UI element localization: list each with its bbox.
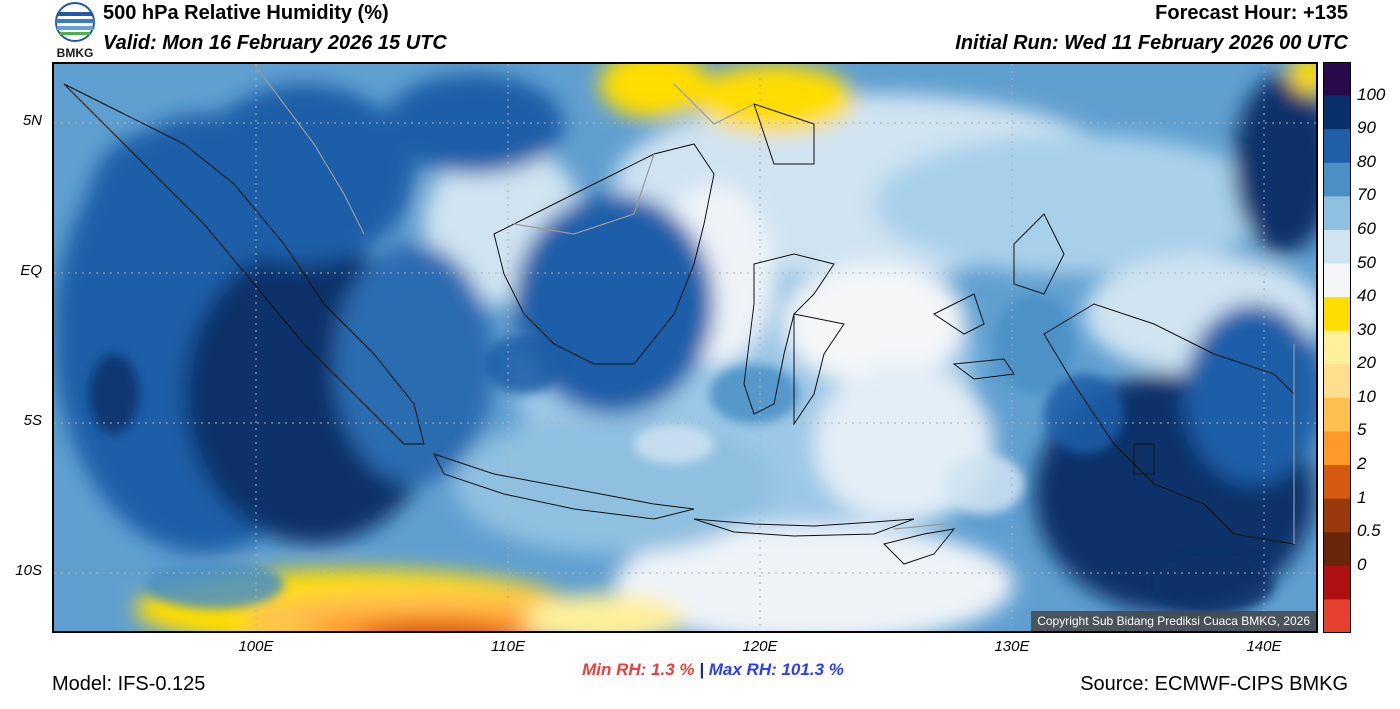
colorbar-segment [1323,532,1351,567]
colorbar-tick-label: 0 [1357,554,1367,574]
coastlines [63,83,1295,565]
colorbar-segment [1323,263,1351,298]
copyright: Copyright Sub Bidang Prediksi Cuaca BMKG… [1031,611,1316,631]
colorbar-tick-label: 60 [1357,218,1376,238]
forecast-hour: Forecast Hour: +135 [1155,2,1348,24]
colorbar-tick-label: 90 [1357,118,1376,138]
colorbar-segment [1323,397,1351,432]
colorbar-tick-label: 80 [1357,151,1376,171]
minmax-separator: | [699,660,705,679]
colorbar-segment [1323,565,1351,600]
colorbar-segment [1323,599,1351,633]
colorbar-tick-label: 100 [1357,84,1386,104]
colorbar-segment [1323,62,1351,97]
lon-label-140e: 140E [1246,638,1282,655]
colorbar-segment [1323,196,1351,231]
logo-text: BMKG [56,46,94,60]
humidity-map: Copyright Sub Bidang Prediksi Cuaca BMKG… [52,62,1318,633]
graticule [54,64,1316,631]
bmkg-logo: BMKG [50,2,100,60]
lon-label-120e: 120E [742,638,778,655]
valid-time: Valid: Mon 16 February 2026 15 UTC [103,32,447,54]
colorbar-tick-label: 0.5 [1357,521,1381,541]
lat-label-10s: 10S [15,562,42,579]
colorbar-tick-label: 30 [1357,319,1376,339]
colorbar-segment [1323,129,1351,164]
colorbar-tick-label: 1 [1357,487,1367,507]
lon-label-130e: 130E [994,638,1030,655]
colorbar-segment [1323,297,1351,332]
min-rh: Min RH: 1.3 % [582,660,695,679]
colorbar-segment [1323,498,1351,533]
colorbar-segment [1323,162,1351,197]
colorbar-tick-label: 2 [1357,454,1367,474]
min-max-rh: Min RH: 1.3 % | Max RH: 101.3 % [13,660,1400,680]
map-field [54,64,1316,631]
colorbar-tick-label: 70 [1357,185,1376,205]
colorbar-tick-label: 20 [1357,353,1376,373]
colorbar-tick-label: 10 [1357,386,1376,406]
bmkg-logo-icon [55,2,95,42]
chart-title: 500 hPa Relative Humidity (%) [103,2,389,24]
colorbar [1323,62,1351,633]
lat-label-eq: EQ [20,262,42,279]
colorbar-segment [1323,431,1351,466]
lon-label-100e: 100E [238,638,274,655]
colorbar-segment [1323,229,1351,265]
max-rh: Max RH: 101.3 % [708,660,844,679]
colorbar-segment [1323,95,1351,130]
initial-run: Initial Run: Wed 11 February 2026 00 UTC [955,32,1348,54]
model-label: Model: IFS-0.125 [52,673,206,695]
colorbar-tick-label: 5 [1357,420,1367,440]
lat-label-5s: 5S [23,412,42,429]
colorbar-frame [1323,62,1351,633]
lat-label-5n: 5N [22,112,42,129]
colorbar-segment [1323,364,1351,399]
colorbar-segment [1323,465,1351,500]
colorbar-segment [1323,330,1351,365]
source-label: Source: ECMWF-CIPS BMKG [1080,673,1348,695]
colorbar-tick-label: 50 [1357,252,1376,272]
colorbar-tick-label: 40 [1357,286,1376,306]
borders [253,64,1295,544]
lon-label-110e: 110E [491,638,525,655]
